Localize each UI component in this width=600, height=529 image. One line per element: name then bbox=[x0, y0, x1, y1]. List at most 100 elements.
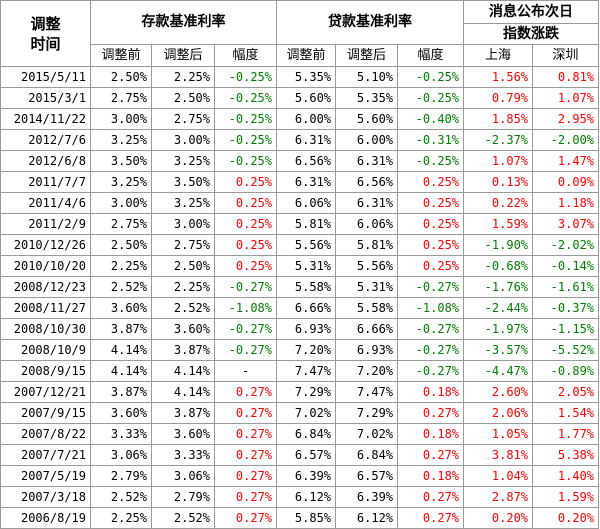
deposit-before-cell: 3.06% bbox=[90, 444, 152, 466]
shanghai-change-cell: 0.13% bbox=[463, 171, 534, 193]
shanghai-change-cell: 0.79% bbox=[463, 87, 534, 109]
deposit-after-cell: 2.75% bbox=[151, 234, 215, 256]
deposit-change-cell: -1.08% bbox=[213, 297, 278, 319]
deposit-after-cell: 3.87% bbox=[151, 339, 215, 361]
shanghai-change-cell: -1.90% bbox=[463, 234, 534, 256]
table-row: 2010/10/20 2.25% 2.50% 0.25% 5.31% 5.56% 0.25%… bbox=[0, 255, 600, 277]
table-row: 2007/7/21 3.06% 3.33% 0.27% 6.57% 6.84% 0.27% 3… bbox=[0, 444, 600, 466]
shenzhen-change-cell: -0.89% bbox=[532, 360, 600, 382]
adjust-date-cell: 2007/8/22 bbox=[0, 423, 91, 445]
deposit-change-cell: -0.25% bbox=[213, 66, 278, 88]
deposit-after-cell: 2.25% bbox=[151, 276, 215, 298]
adjust-date-cell: 2008/11/27 bbox=[0, 297, 91, 319]
adjust-date-cell: 2007/12/21 bbox=[0, 381, 91, 403]
table-row: 2012/6/8 3.50% 3.25% -0.25% 6.56% 6.31% -0.25%… bbox=[0, 150, 600, 172]
deposit-after-cell: 2.79% bbox=[151, 486, 215, 508]
deposit-before-cell: 4.14% bbox=[90, 360, 152, 382]
loan-change-header: 幅度 bbox=[397, 44, 465, 67]
market-reaction-group-header: 消息公布次日 bbox=[463, 0, 600, 24]
loan-before-cell: 6.06% bbox=[276, 192, 337, 214]
deposit-before-cell: 3.00% bbox=[90, 192, 152, 214]
loan-after-cell: 6.56% bbox=[335, 171, 399, 193]
loan-change-cell: -0.40% bbox=[397, 108, 465, 130]
loan-after-cell: 7.47% bbox=[335, 381, 399, 403]
adjust-date-cell: 2015/3/1 bbox=[0, 87, 91, 109]
table-body: 2015/5/11 2.50% 2.25% -0.25% 5.35% 5.10% -0.25… bbox=[0, 66, 600, 529]
shenzhen-change-cell: 0.81% bbox=[532, 66, 600, 88]
loan-before-cell: 6.84% bbox=[276, 423, 337, 445]
loan-after-header: 调整后 bbox=[335, 44, 399, 67]
adjust-date-cell: 2007/7/21 bbox=[0, 444, 91, 466]
loan-after-cell: 6.57% bbox=[335, 465, 399, 487]
shenzhen-change-cell: 1.77% bbox=[532, 423, 600, 445]
loan-before-cell: 6.66% bbox=[276, 297, 337, 319]
deposit-before-cell: 2.25% bbox=[90, 507, 152, 529]
adjust-date-cell: 2015/5/11 bbox=[0, 66, 91, 88]
deposit-change-cell: -0.27% bbox=[213, 318, 278, 340]
deposit-after-header: 调整后 bbox=[151, 44, 215, 67]
loan-change-cell: -0.27% bbox=[397, 339, 465, 361]
table-row: 2008/9/15 4.14% 4.14% -7.47% 7.20% -0.27% -4.4… bbox=[0, 360, 600, 382]
deposit-change-cell: - bbox=[213, 360, 278, 382]
deposit-after-cell: 2.75% bbox=[151, 108, 215, 130]
adjust-date-cell: 2010/12/26 bbox=[0, 234, 91, 256]
deposit-before-header: 调整前 bbox=[90, 44, 152, 67]
deposit-rate-group-header: 存款基准利率 bbox=[89, 0, 278, 45]
deposit-change-cell: 0.27% bbox=[213, 402, 278, 424]
deposit-change-cell: -0.27% bbox=[213, 276, 278, 298]
shenzhen-change-cell: 3.07% bbox=[532, 213, 600, 235]
loan-after-cell: 6.00% bbox=[335, 129, 399, 151]
loan-before-cell: 6.00% bbox=[276, 108, 337, 130]
shenzhen-change-cell: -5.52% bbox=[532, 339, 600, 361]
loan-change-cell: 0.25% bbox=[397, 255, 465, 277]
shanghai-change-cell: 2.87% bbox=[463, 486, 534, 508]
loan-change-cell: 0.25% bbox=[397, 213, 465, 235]
shanghai-change-cell: 2.60% bbox=[463, 381, 534, 403]
shenzhen-change-cell: 0.20% bbox=[532, 507, 600, 529]
deposit-change-cell: -0.25% bbox=[213, 129, 278, 151]
deposit-change-cell: 0.27% bbox=[213, 423, 278, 445]
shanghai-change-cell: -2.37% bbox=[463, 129, 534, 151]
loan-change-cell: 0.27% bbox=[397, 402, 465, 424]
loan-after-cell: 7.02% bbox=[335, 423, 399, 445]
adjust-date-cell: 2007/5/19 bbox=[0, 465, 91, 487]
deposit-change-cell: 0.25% bbox=[213, 213, 278, 235]
loan-before-cell: 6.56% bbox=[276, 150, 337, 172]
deposit-after-cell: 3.60% bbox=[151, 318, 215, 340]
deposit-before-cell: 3.25% bbox=[90, 171, 152, 193]
shenzhen-change-cell: 1.59% bbox=[532, 486, 600, 508]
deposit-change-cell: 0.27% bbox=[213, 444, 278, 466]
deposit-after-cell: 3.25% bbox=[151, 192, 215, 214]
loan-change-cell: 0.18% bbox=[397, 381, 465, 403]
shanghai-change-cell: -3.57% bbox=[463, 339, 534, 361]
shanghai-change-cell: 1.56% bbox=[463, 66, 534, 88]
shenzhen-change-cell: 1.07% bbox=[532, 87, 600, 109]
shanghai-change-cell: 1.05% bbox=[463, 423, 534, 445]
deposit-after-cell: 3.33% bbox=[151, 444, 215, 466]
deposit-after-cell: 3.87% bbox=[151, 402, 215, 424]
deposit-change-cell: -0.25% bbox=[213, 108, 278, 130]
adjust-date-cell: 2010/10/20 bbox=[0, 255, 91, 277]
shenzhen-change-cell: 1.40% bbox=[532, 465, 600, 487]
deposit-before-cell: 3.87% bbox=[90, 381, 152, 403]
adjust-date-cell: 2011/2/9 bbox=[0, 213, 91, 235]
loan-after-cell: 5.60% bbox=[335, 108, 399, 130]
deposit-after-cell: 3.00% bbox=[151, 213, 215, 235]
deposit-after-cell: 2.52% bbox=[151, 297, 215, 319]
table-row: 2007/9/15 3.60% 3.87% 0.27% 7.02% 7.29% 0.27% 2… bbox=[0, 402, 600, 424]
loan-before-cell: 5.85% bbox=[276, 507, 337, 529]
loan-change-cell: 0.25% bbox=[397, 171, 465, 193]
deposit-before-cell: 2.75% bbox=[90, 87, 152, 109]
loan-before-cell: 7.20% bbox=[276, 339, 337, 361]
loan-after-cell: 7.29% bbox=[335, 402, 399, 424]
deposit-before-cell: 2.52% bbox=[90, 486, 152, 508]
loan-after-cell: 6.31% bbox=[335, 192, 399, 214]
table-row: 2012/7/6 3.25% 3.00% -0.25% 6.31% 6.00% -0.31%… bbox=[0, 129, 600, 151]
adjust-date-cell: 2008/10/9 bbox=[0, 339, 91, 361]
loan-after-cell: 7.20% bbox=[335, 360, 399, 382]
table-row: 2008/10/30 3.87% 3.60% -0.27% 6.93% 6.66% -0.2… bbox=[0, 318, 600, 340]
loan-change-cell: -0.25% bbox=[397, 87, 465, 109]
adjust-date-cell: 2008/9/15 bbox=[0, 360, 91, 382]
adjust-date-cell: 2008/12/23 bbox=[0, 276, 91, 298]
